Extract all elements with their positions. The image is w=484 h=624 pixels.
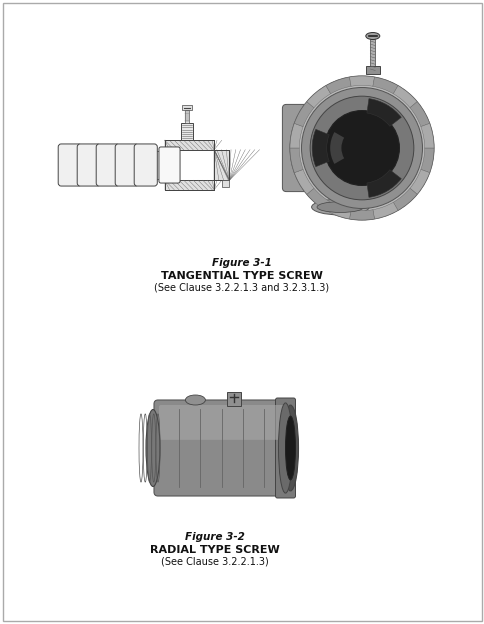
Wedge shape <box>372 202 397 219</box>
Circle shape <box>310 96 413 200</box>
Wedge shape <box>393 85 416 108</box>
Wedge shape <box>330 132 344 164</box>
Text: (See Clause 3.2.2.1.3 and 3.2.3.1.3): (See Clause 3.2.2.1.3 and 3.2.3.1.3) <box>154 283 329 293</box>
Circle shape <box>324 110 399 185</box>
FancyBboxPatch shape <box>159 147 180 183</box>
FancyBboxPatch shape <box>275 398 295 498</box>
Bar <box>181 123 192 140</box>
Wedge shape <box>325 77 350 94</box>
Wedge shape <box>409 170 429 194</box>
Bar <box>165 140 214 190</box>
Text: RADIAL TYPE SCREW: RADIAL TYPE SCREW <box>150 545 279 555</box>
Bar <box>214 150 229 180</box>
FancyBboxPatch shape <box>3 3 481 621</box>
Bar <box>370 39 375 71</box>
Ellipse shape <box>365 32 379 39</box>
Wedge shape <box>393 188 416 210</box>
Bar <box>165 140 214 150</box>
Bar <box>365 66 379 74</box>
Bar <box>214 150 229 180</box>
Circle shape <box>301 87 422 208</box>
Wedge shape <box>372 77 397 94</box>
Wedge shape <box>420 124 433 148</box>
Text: Figure 3-1: Figure 3-1 <box>212 258 272 268</box>
Text: (See Clause 3.2.2.1.3): (See Clause 3.2.2.1.3) <box>161 557 268 567</box>
Bar <box>185 110 188 123</box>
Wedge shape <box>306 188 330 210</box>
FancyBboxPatch shape <box>282 104 326 192</box>
Wedge shape <box>420 148 433 173</box>
Bar <box>227 392 241 406</box>
FancyBboxPatch shape <box>134 144 157 186</box>
FancyBboxPatch shape <box>159 405 284 440</box>
FancyBboxPatch shape <box>115 144 138 186</box>
FancyBboxPatch shape <box>58 144 81 186</box>
Ellipse shape <box>146 409 160 487</box>
Wedge shape <box>349 76 374 86</box>
Bar <box>165 180 214 190</box>
Wedge shape <box>325 202 350 219</box>
Ellipse shape <box>278 403 292 493</box>
Ellipse shape <box>282 405 298 491</box>
Wedge shape <box>294 170 313 194</box>
Wedge shape <box>289 148 302 173</box>
Wedge shape <box>294 102 313 127</box>
Ellipse shape <box>311 199 368 215</box>
Wedge shape <box>289 124 302 148</box>
FancyBboxPatch shape <box>154 400 289 496</box>
Bar <box>221 180 229 187</box>
FancyBboxPatch shape <box>77 144 100 186</box>
Text: TANGENTIAL TYPE SCREW: TANGENTIAL TYPE SCREW <box>161 271 322 281</box>
Wedge shape <box>349 210 374 220</box>
Wedge shape <box>366 170 400 197</box>
Wedge shape <box>366 99 400 126</box>
Ellipse shape <box>285 416 295 480</box>
Bar <box>182 105 191 110</box>
Wedge shape <box>312 129 329 167</box>
Ellipse shape <box>317 202 363 212</box>
FancyBboxPatch shape <box>96 144 119 186</box>
Wedge shape <box>306 85 330 108</box>
Text: Figure 3-2: Figure 3-2 <box>185 532 244 542</box>
Circle shape <box>289 76 433 220</box>
Ellipse shape <box>185 395 205 405</box>
Wedge shape <box>409 102 429 127</box>
